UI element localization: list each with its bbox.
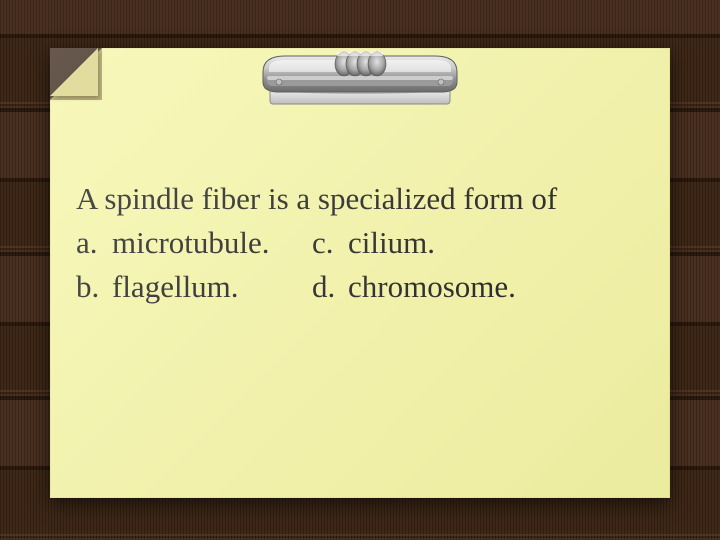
option-c-letter: c. [312, 222, 348, 264]
note-content: A spindle fiber is a specialized form of… [76, 178, 644, 308]
option-c-text: cilium. [348, 222, 644, 264]
option-b-text: flagellum. [112, 266, 312, 308]
page-curl-flap [50, 48, 98, 96]
option-a-text: microtubule. [112, 222, 312, 264]
option-d-text: chromosome. [348, 266, 644, 308]
binder-clip [245, 42, 475, 112]
option-b-letter: b. [76, 266, 112, 308]
options-grid: a. microtubule. c. cilium. b. flagellum.… [76, 222, 644, 308]
sticky-note: A spindle fiber is a specialized form of… [50, 48, 670, 498]
question-text: A spindle fiber is a specialized form of [76, 178, 644, 220]
option-a-letter: a. [76, 222, 112, 264]
option-d-letter: d. [312, 266, 348, 308]
